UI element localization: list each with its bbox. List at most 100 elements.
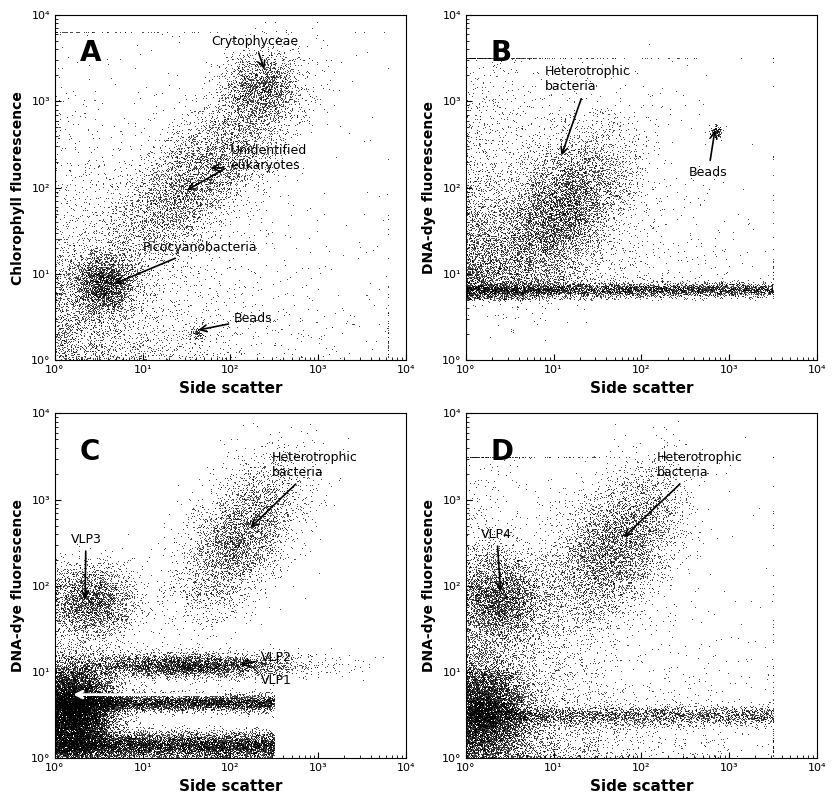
Point: [171, 196, 185, 208]
Point: [551, 670, 564, 683]
Point: [74, 681, 88, 694]
Point: [476, 716, 489, 729]
Point: [503, 716, 517, 729]
Point: [108, 701, 121, 714]
Point: [49, 700, 63, 713]
Point: [129, 301, 142, 314]
Point: [235, 114, 248, 126]
Point: [112, 308, 125, 320]
Point: [218, 735, 232, 748]
Point: [60, 336, 74, 349]
Point: [721, 706, 735, 719]
Point: [510, 287, 523, 299]
Point: [61, 748, 74, 761]
Point: [476, 696, 489, 709]
Point: [186, 175, 200, 188]
Point: [464, 277, 477, 290]
Point: [574, 474, 588, 487]
Point: [477, 703, 490, 716]
Point: [103, 294, 116, 307]
Point: [86, 708, 99, 720]
Point: [664, 711, 677, 724]
Point: [235, 695, 248, 708]
Point: [616, 713, 630, 726]
Point: [206, 138, 220, 151]
Point: [579, 567, 593, 580]
Point: [99, 709, 112, 722]
Point: [229, 693, 242, 706]
Point: [184, 328, 197, 341]
Point: [473, 581, 487, 594]
Point: [106, 745, 120, 758]
Point: [130, 700, 144, 713]
Point: [87, 702, 100, 715]
Point: [470, 723, 483, 736]
Point: [476, 695, 489, 708]
Point: [645, 538, 658, 551]
Point: [527, 188, 540, 200]
Point: [684, 281, 697, 294]
Point: [594, 57, 608, 70]
Point: [271, 63, 284, 76]
Point: [596, 576, 609, 589]
Point: [474, 735, 487, 748]
Point: [483, 706, 497, 719]
Point: [463, 611, 477, 624]
Point: [492, 180, 505, 192]
Point: [74, 696, 88, 708]
Point: [639, 692, 652, 705]
Point: [606, 283, 619, 296]
Point: [489, 706, 502, 719]
Point: [478, 558, 492, 571]
Point: [475, 238, 488, 251]
Point: [538, 227, 552, 240]
Point: [221, 176, 234, 189]
Point: [59, 318, 72, 331]
Point: [269, 457, 283, 470]
Point: [482, 176, 496, 189]
Point: [471, 728, 484, 741]
Point: [150, 689, 163, 702]
Point: [176, 697, 190, 710]
Point: [204, 147, 217, 159]
Point: [210, 526, 223, 539]
Point: [468, 175, 482, 188]
Point: [82, 731, 95, 744]
Point: [236, 688, 249, 701]
Point: [232, 553, 246, 566]
Point: [719, 709, 732, 722]
Point: [161, 165, 175, 178]
Point: [69, 735, 83, 748]
Point: [278, 66, 291, 79]
Point: [93, 751, 106, 764]
Point: [250, 728, 263, 741]
Point: [109, 580, 122, 593]
Point: [631, 529, 645, 542]
Point: [597, 510, 610, 522]
Point: [491, 749, 504, 762]
Point: [139, 659, 152, 672]
Point: [77, 735, 90, 748]
Point: [476, 613, 489, 625]
Point: [61, 722, 74, 735]
Point: [558, 555, 571, 568]
Point: [115, 745, 128, 758]
Point: [68, 290, 81, 303]
Point: [49, 685, 63, 698]
Point: [569, 188, 583, 201]
Point: [505, 700, 518, 713]
Point: [620, 283, 634, 295]
Point: [563, 566, 576, 579]
Point: [594, 286, 607, 299]
Point: [150, 695, 164, 708]
Point: [566, 229, 579, 242]
Point: [257, 732, 270, 745]
Point: [148, 698, 161, 711]
Point: [244, 90, 257, 103]
Point: [477, 549, 491, 562]
Point: [599, 194, 612, 207]
Point: [591, 262, 604, 275]
Point: [55, 715, 69, 728]
Point: [71, 714, 84, 727]
Point: [584, 715, 598, 728]
